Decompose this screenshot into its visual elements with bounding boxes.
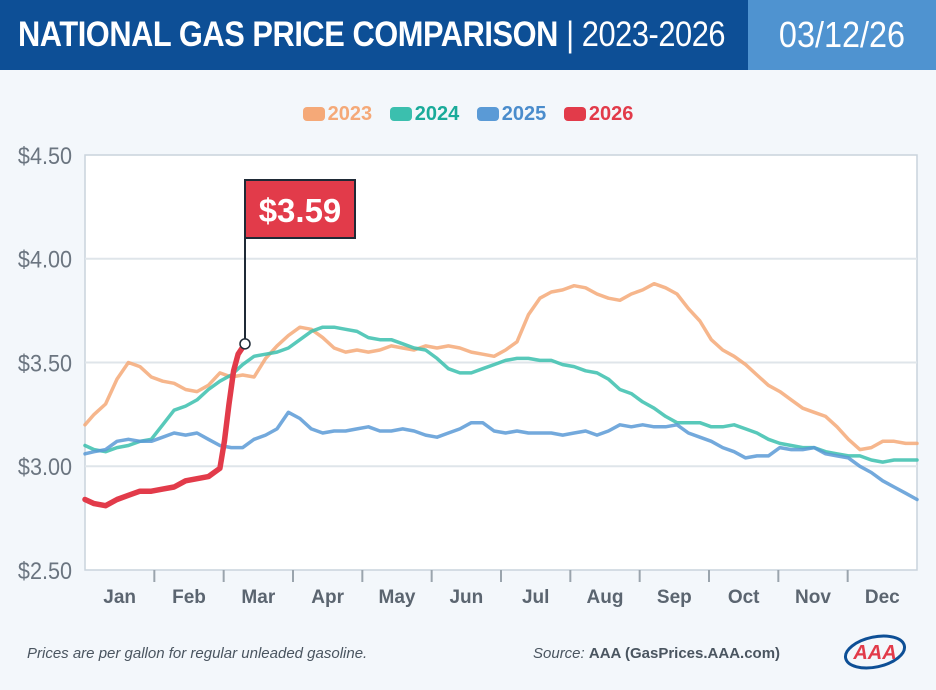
legend-item-2025: 2025	[476, 103, 547, 126]
x-tick-label: Jan	[103, 587, 136, 608]
annotation-point	[239, 338, 251, 350]
legend: 2023 2024 2025 2026	[0, 103, 936, 126]
x-tick-label: Sep	[657, 587, 692, 608]
x-tick-label: Oct	[728, 587, 760, 608]
logo-text: AAA	[852, 642, 896, 664]
legend-swatch-2023	[302, 107, 325, 121]
x-tick-label: Jun	[449, 587, 483, 608]
legend-item-2024: 2024	[389, 103, 460, 126]
annotation-flag	[244, 179, 356, 239]
legend-swatch-2026	[563, 107, 586, 121]
series-line-2024	[83, 325, 919, 464]
annotation-label: $3.59	[259, 192, 342, 229]
aaa-logo: AAA	[843, 634, 907, 670]
legend-swatch-2025	[476, 107, 499, 121]
footnote: Prices are per gallon for regular unlead…	[27, 645, 368, 662]
x-tick-label: Mar	[241, 587, 275, 608]
y-tick-label: $4.50	[18, 142, 72, 169]
x-tick-label: May	[379, 587, 416, 608]
date-box: 03/12/26	[748, 0, 936, 70]
source-value: AAA (GasPrices.AAA.com)	[588, 645, 781, 662]
x-tick-label: Apr	[311, 587, 344, 608]
x-tick-label: Dec	[865, 587, 900, 608]
series-line-2026	[82, 341, 248, 509]
y-tick-label: $3.50	[18, 349, 72, 376]
header-bar: NATIONAL GAS PRICE COMPARISON | 2023-202…	[0, 0, 936, 70]
y-tick-label: $4.00	[18, 246, 72, 273]
legend-swatch-2024	[389, 107, 412, 121]
y-tick-label: $2.50	[18, 557, 72, 584]
legend-item-2026: 2026	[563, 103, 634, 126]
series-line-2023	[83, 281, 919, 452]
date-label: 03/12/26	[778, 14, 906, 55]
y-tick-label: $3.00	[18, 453, 72, 480]
title-years: 2023-2026	[581, 15, 726, 54]
x-tick-label: Jul	[522, 587, 549, 608]
title-separator: |	[566, 15, 574, 54]
source-credit: Source: AAA (GasPrices.AAA.com)	[533, 645, 780, 662]
legend-label-2026: 2026	[588, 103, 634, 125]
chart-title: NATIONAL GAS PRICE COMPARISON | 2023-202…	[18, 12, 726, 58]
legend-label-2023: 2023	[327, 103, 373, 125]
legend-label-2024: 2024	[414, 103, 460, 125]
x-tick-label: Feb	[172, 587, 206, 608]
legend-label-2025: 2025	[501, 103, 547, 125]
x-tick-label: Nov	[795, 587, 831, 608]
legend-item-2023: 2023	[302, 103, 373, 126]
title-main: NATIONAL GAS PRICE COMPARISON	[18, 15, 558, 54]
x-tick-label: Aug	[587, 587, 624, 608]
source-label: Source:	[533, 645, 585, 662]
